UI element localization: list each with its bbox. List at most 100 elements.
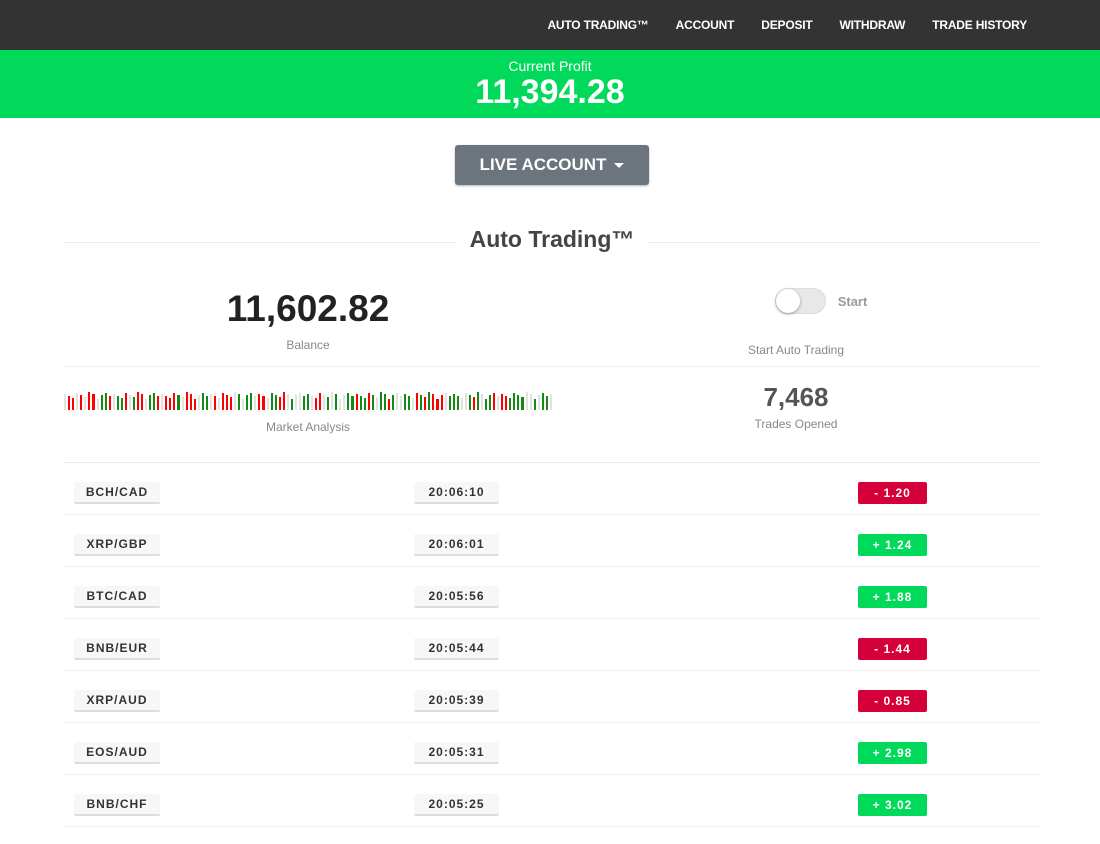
market-bar: [323, 395, 326, 410]
market-bar: [112, 394, 115, 410]
market-bar: [141, 394, 144, 410]
market-bar: [88, 392, 91, 410]
market-bar: [149, 395, 152, 410]
market-bar: [108, 396, 111, 410]
market-bar: [359, 396, 362, 410]
market-bar: [525, 392, 528, 410]
trade-row: BNB/CHF 20:05:25 + 3.02: [64, 775, 1040, 827]
market-bar: [476, 392, 479, 410]
nav-withdraw[interactable]: WITHDRAW: [839, 18, 906, 32]
balance-label: Balance: [286, 338, 330, 352]
market-bar: [250, 393, 253, 410]
market-bar: [157, 396, 160, 410]
market-bar: [177, 395, 180, 410]
market-bar: [197, 395, 200, 410]
trade-row: XRP/GBP 20:06:01 + 1.24: [64, 515, 1040, 567]
change-badge: + 3.02: [858, 794, 927, 816]
market-label: Market Analysis: [265, 420, 351, 434]
market-bar: [497, 396, 500, 410]
market-bar: [428, 392, 431, 410]
caret-down-icon: [614, 162, 625, 168]
market-bar: [64, 394, 67, 410]
market-bar: [440, 395, 443, 410]
market-bar: [213, 396, 216, 410]
market-bar: [529, 394, 532, 410]
market-bar: [258, 394, 261, 410]
market-bar: [416, 393, 419, 410]
market-bar: [221, 393, 225, 410]
market-bar: [464, 393, 467, 410]
trade-row: BNB/EUR 20:05:44 - 1.44: [64, 619, 1040, 671]
market-bar: [173, 393, 176, 410]
market-bar: [404, 394, 407, 410]
market-bar: [472, 397, 475, 410]
pair-badge: BTC/CAD: [74, 586, 160, 608]
time-badge: 20:05:31: [414, 742, 499, 764]
market-bar: [270, 393, 273, 410]
change-badge: + 1.88: [858, 586, 927, 608]
market-bar: [137, 392, 140, 410]
market-bar: [452, 394, 455, 410]
market-bar: [306, 394, 310, 410]
nav-account[interactable]: ACCOUNT: [675, 18, 735, 32]
market-bar: [92, 394, 95, 410]
market-bar: [153, 393, 156, 410]
market-bar: [339, 399, 342, 410]
market-bar: [375, 397, 378, 410]
market-bar: [513, 393, 516, 410]
start-toggle[interactable]: [774, 288, 826, 314]
market-bar: [189, 394, 192, 410]
market-bar: [124, 393, 127, 410]
balance-value: 11,602.82: [226, 288, 390, 329]
trades-value: 7,468: [763, 382, 829, 412]
market-bar: [278, 397, 281, 410]
market-bar: [100, 395, 103, 410]
account-label: LIVE ACCOUNT: [479, 155, 607, 174]
market-bar: [396, 393, 399, 410]
balance-block: 11,602.82 Balance: [64, 288, 552, 352]
market-bar: [282, 392, 285, 410]
market-bar: [444, 393, 447, 410]
market-bar: [246, 395, 249, 410]
change-badge: - 1.20: [858, 482, 927, 504]
market-bar: [96, 399, 99, 410]
market-bar: [262, 396, 265, 410]
market-bar: [549, 394, 552, 410]
pair-badge: XRP/GBP: [74, 534, 160, 556]
market-bar: [480, 394, 484, 410]
market-bar: [165, 396, 168, 410]
market-bar: [116, 396, 119, 410]
top-nav: AUTO TRADING™ ACCOUNT DEPOSIT WITHDRAW T…: [0, 0, 1100, 50]
nav-deposit[interactable]: DEPOSIT: [761, 18, 813, 32]
market-bar: [185, 392, 188, 410]
market-bar: [383, 394, 386, 410]
market-bar: [266, 398, 269, 410]
market-bar: [436, 399, 439, 410]
market-bar: [387, 399, 390, 410]
market-bar: [80, 395, 83, 410]
market-bar: [363, 398, 366, 410]
live-account-dropdown[interactable]: LIVE ACCOUNT: [455, 145, 649, 185]
market-bar: [274, 395, 277, 410]
market-bar: [209, 394, 212, 410]
market-bar: [541, 393, 544, 410]
pair-badge: BCH/CAD: [74, 482, 160, 504]
market-bar: [68, 396, 71, 410]
pair-badge: EOS/AUD: [74, 742, 160, 764]
nav-trade-history[interactable]: TRADE HISTORY: [932, 18, 1027, 32]
market-bars: [64, 386, 552, 410]
market-bar: [335, 394, 338, 410]
trade-row: BTC/CAD 20:05:56 + 1.88: [64, 567, 1040, 619]
nav-auto-trading[interactable]: AUTO TRADING™: [547, 18, 649, 32]
market-bar: [161, 394, 164, 410]
market-bar: [460, 398, 463, 410]
toggle-caption: Start Auto Trading: [747, 343, 845, 357]
profit-banner: Current Profit 11,394.28: [0, 50, 1100, 118]
market-bar: [408, 396, 411, 410]
change-badge: - 0.85: [858, 690, 927, 712]
market-bar: [448, 396, 451, 410]
market-bar: [537, 395, 540, 410]
market-bar: [343, 395, 346, 410]
market-bar: [379, 392, 382, 410]
market-bar: [367, 393, 370, 410]
